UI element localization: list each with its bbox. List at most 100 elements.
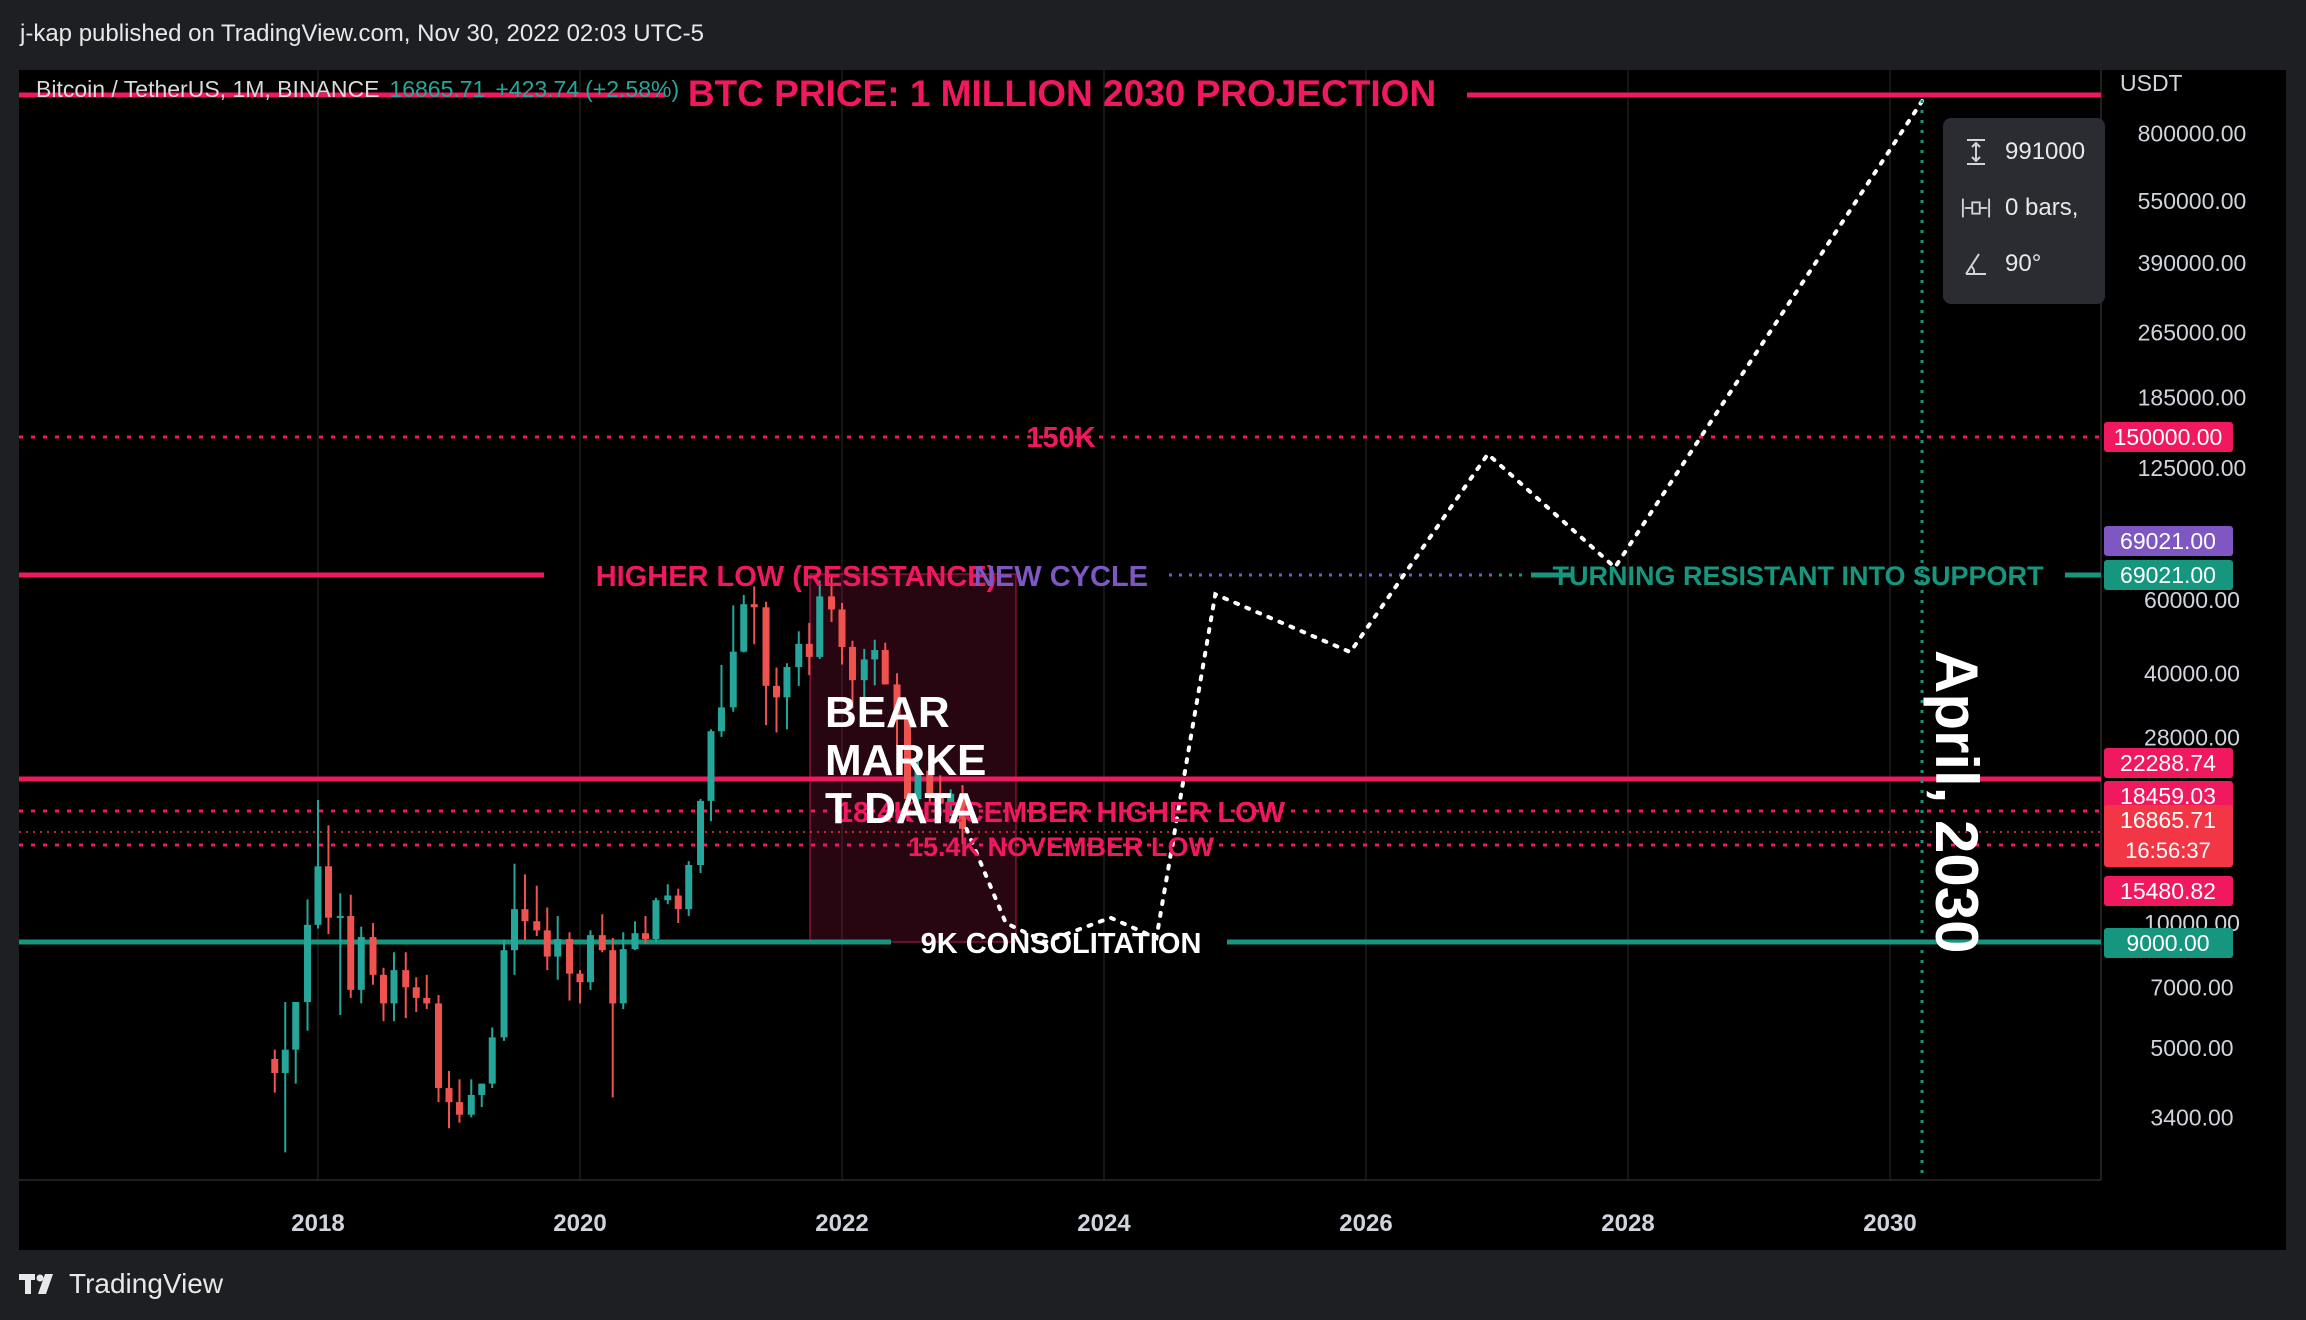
- candle[interactable]: [893, 673, 901, 747]
- candle[interactable]: [336, 893, 344, 1016]
- price-chart[interactable]: BTC PRICE: 1 MILLION 2030 PROJECTION 150…: [19, 70, 2286, 1250]
- label-nov-low[interactable]: 15.4K NOVEMBER LOW: [908, 832, 1215, 862]
- candle-body: [369, 937, 377, 975]
- candle[interactable]: [685, 861, 693, 916]
- candle[interactable]: [554, 915, 562, 980]
- label-higher-low[interactable]: HIGHER LOW (RESISTANCE): [596, 561, 997, 593]
- projection-path[interactable]: [964, 98, 1925, 945]
- candle[interactable]: [697, 799, 705, 874]
- price-tag[interactable]: 16865.71 16:56:37: [2104, 805, 2233, 867]
- candle[interactable]: [717, 664, 725, 737]
- chart-panel[interactable]: BTC PRICE: 1 MILLION 2030 PROJECTION 150…: [19, 70, 2286, 1250]
- candle[interactable]: [750, 586, 758, 645]
- candle[interactable]: [445, 1070, 453, 1129]
- price-tag[interactable]: 69021.00: [2104, 560, 2233, 590]
- price-tag[interactable]: 18459.03: [2104, 781, 2233, 811]
- candle[interactable]: [586, 930, 594, 990]
- candle[interactable]: [598, 914, 606, 953]
- candle[interactable]: [805, 622, 813, 676]
- candle[interactable]: [412, 977, 420, 1013]
- candle[interactable]: [369, 923, 377, 985]
- candle[interactable]: [467, 1079, 475, 1118]
- candle-body: [357, 937, 365, 990]
- label-150k[interactable]: 150K: [1026, 422, 1095, 454]
- candle[interactable]: [402, 952, 410, 1019]
- candle[interactable]: [936, 775, 944, 816]
- label-april-2030[interactable]: April, 2030: [1923, 650, 1990, 954]
- label-new-cycle[interactable]: NEW CYCLE: [974, 561, 1148, 593]
- candle-body: [402, 970, 410, 988]
- candle[interactable]: [707, 729, 715, 822]
- candle[interactable]: [324, 825, 332, 935]
- candle[interactable]: [609, 938, 617, 1098]
- candle[interactable]: [914, 760, 922, 810]
- bear-market-line-1: BEAR: [825, 688, 950, 737]
- candle[interactable]: [860, 648, 868, 701]
- y-tick-label: 7000.00: [2150, 974, 2233, 1000]
- price-tag[interactable]: 150000.00: [2104, 422, 2233, 452]
- price-tag[interactable]: 15480.82: [2104, 876, 2233, 906]
- candle-body: [435, 1003, 443, 1089]
- price-tag[interactable]: 22288.74: [2104, 748, 2233, 778]
- candle[interactable]: [773, 667, 780, 733]
- candle[interactable]: [478, 1083, 486, 1108]
- candle[interactable]: [455, 1079, 463, 1123]
- candle[interactable]: [357, 926, 365, 1004]
- candle[interactable]: [674, 888, 682, 924]
- candle[interactable]: [664, 884, 672, 905]
- candle[interactable]: [281, 1002, 289, 1153]
- candle[interactable]: [848, 640, 856, 709]
- candle[interactable]: [795, 631, 803, 686]
- candle[interactable]: [566, 932, 574, 1001]
- price-tag[interactable]: 9000.00: [2104, 928, 2233, 958]
- candle[interactable]: [314, 799, 322, 929]
- candle[interactable]: [390, 952, 398, 1022]
- candle[interactable]: [762, 601, 770, 726]
- candle[interactable]: [619, 932, 627, 1010]
- candles: [271, 575, 967, 1153]
- candle[interactable]: [642, 915, 649, 945]
- candle[interactable]: [347, 894, 355, 998]
- candle[interactable]: [838, 602, 846, 665]
- label-bear-market[interactable]: BEAR MARKE T DATA: [825, 688, 999, 833]
- candle-body: [609, 950, 617, 1004]
- candle-body: [336, 915, 344, 918]
- footer-brand[interactable]: TradingView: [19, 1266, 223, 1302]
- candle[interactable]: [740, 594, 748, 653]
- candle[interactable]: [871, 639, 879, 686]
- candle[interactable]: [543, 907, 551, 971]
- price-tag-bg: [2104, 560, 2233, 590]
- candle-body: [304, 924, 312, 1003]
- currency-label[interactable]: USDT: [2120, 70, 2183, 96]
- candle[interactable]: [533, 885, 541, 937]
- candle[interactable]: [783, 663, 791, 730]
- candle[interactable]: [304, 899, 312, 1031]
- candle[interactable]: [271, 1049, 279, 1093]
- candle[interactable]: [521, 874, 529, 941]
- symbol-legend[interactable]: Bitcoin / TetherUS, 1M, BINANCE 16865.71 +…: [36, 76, 679, 103]
- candle[interactable]: [488, 1027, 496, 1089]
- candle[interactable]: [959, 785, 967, 845]
- candle[interactable]: [816, 580, 824, 659]
- candle[interactable]: [904, 711, 911, 822]
- candle[interactable]: [947, 789, 955, 817]
- candle[interactable]: [881, 642, 889, 685]
- candle[interactable]: [500, 940, 508, 1041]
- candle[interactable]: [423, 974, 431, 1010]
- candle[interactable]: [652, 897, 660, 942]
- label-dec-higher-low[interactable]: 18.4K DECEMBER HIGHER LOW: [837, 797, 1286, 829]
- candle[interactable]: [631, 921, 639, 951]
- price-tag[interactable]: 69021.00: [2104, 526, 2233, 556]
- x-tick-label: 2018: [291, 1210, 344, 1237]
- title-annotation[interactable]: BTC PRICE: 1 MILLION 2030 PROJECTION: [688, 73, 1436, 114]
- candle[interactable]: [292, 1002, 300, 1084]
- candle[interactable]: [435, 995, 443, 1103]
- candle[interactable]: [828, 575, 836, 622]
- candle[interactable]: [729, 605, 737, 712]
- label-9k-consolidation[interactable]: 9K CONSOLITATION: [921, 928, 1202, 960]
- label-turning[interactable]: TURNING RESISTANT INTO SUPPORT: [1552, 561, 2044, 591]
- candle[interactable]: [380, 967, 387, 1022]
- candle[interactable]: [511, 863, 518, 975]
- candle[interactable]: [926, 756, 934, 802]
- candle[interactable]: [576, 970, 584, 1004]
